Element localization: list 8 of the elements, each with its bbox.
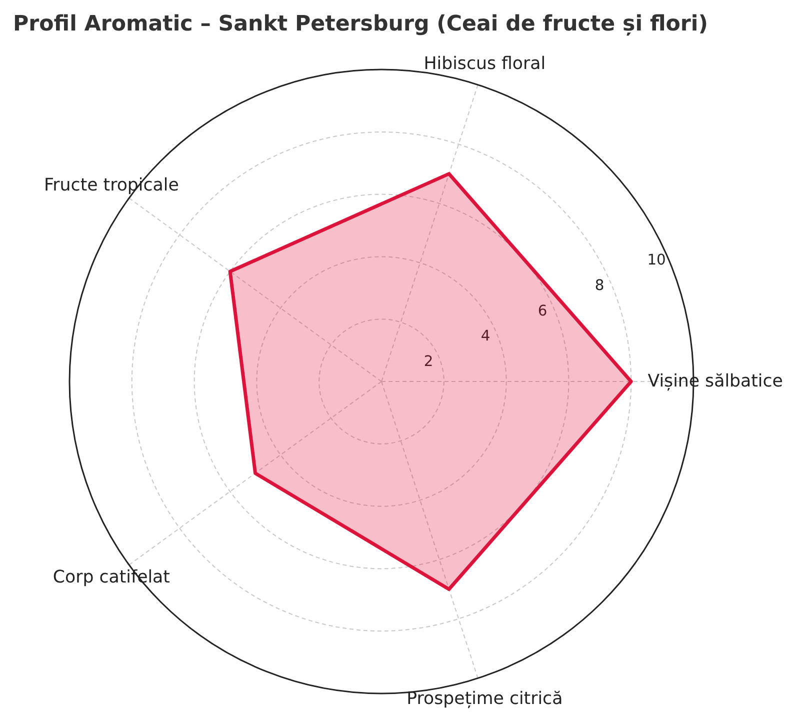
y-tick-label: 6 xyxy=(538,302,548,320)
y-tick-label: 4 xyxy=(480,328,490,345)
y-tick-label: 2 xyxy=(424,353,434,370)
chart-title: Profil Aromatic – Sankt Petersburg (Ceai de fructe și flori) xyxy=(12,11,708,36)
y-tick-label: 8 xyxy=(594,276,604,294)
y-tick-label: 10 xyxy=(647,252,666,269)
spoke-label: Prospețime citrică xyxy=(406,689,563,709)
spoke-label: Hibiscus floral xyxy=(424,54,546,74)
